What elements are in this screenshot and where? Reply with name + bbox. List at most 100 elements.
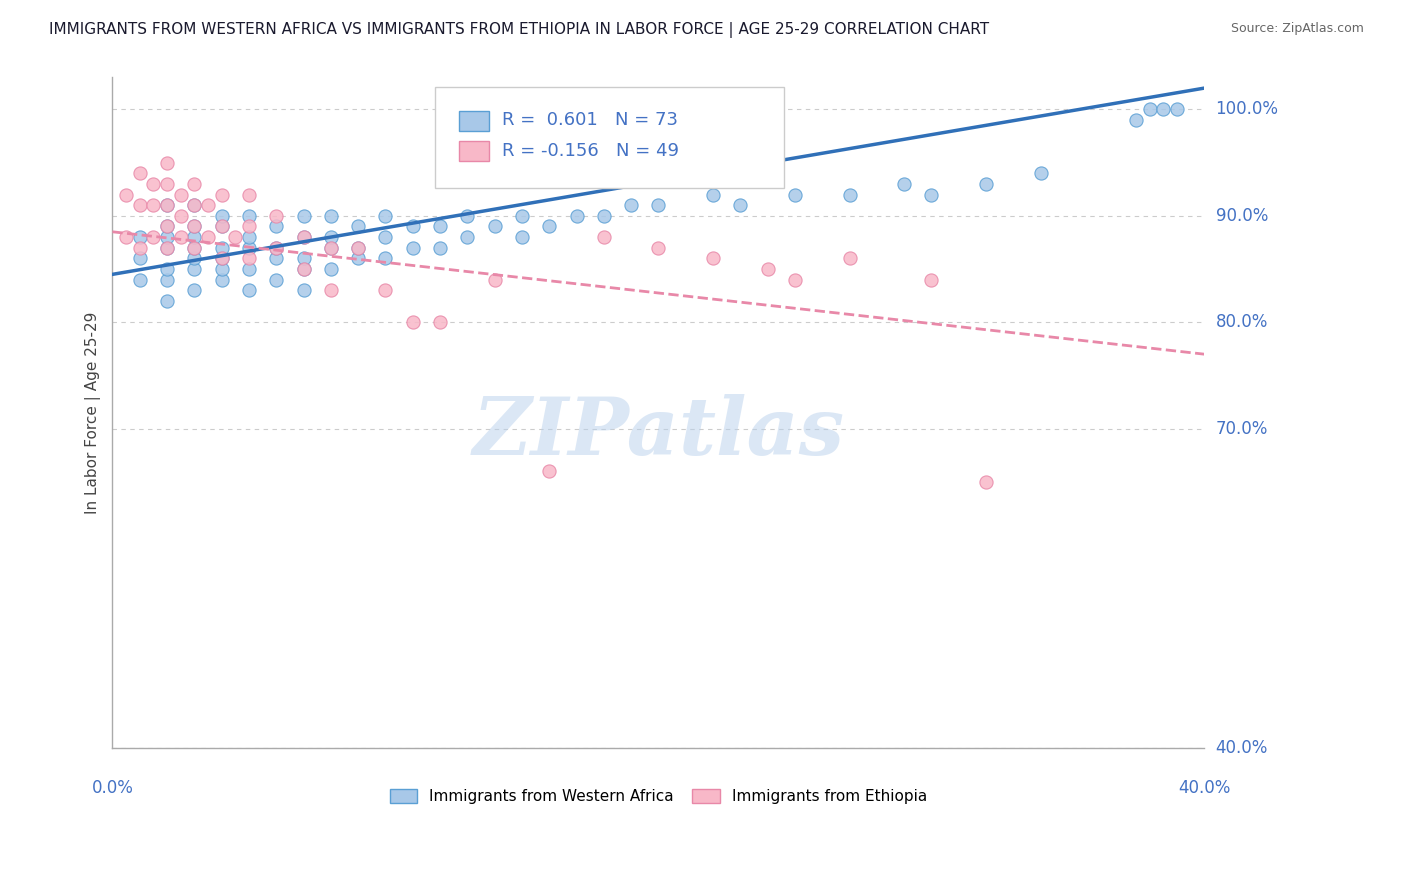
Point	[156, 177, 179, 191]
Point	[183, 177, 205, 191]
Point	[183, 283, 205, 297]
Point	[974, 177, 997, 191]
Point	[169, 187, 191, 202]
Point	[211, 219, 233, 234]
Point	[319, 262, 342, 277]
Point	[211, 273, 233, 287]
Point	[484, 219, 506, 234]
Point	[374, 230, 396, 244]
Point	[456, 230, 478, 244]
Point	[197, 230, 219, 244]
Point	[783, 273, 806, 287]
Point	[1166, 103, 1188, 117]
Point	[538, 464, 561, 478]
Point	[211, 252, 233, 266]
Point	[292, 230, 315, 244]
Point	[319, 209, 342, 223]
Point	[374, 283, 396, 297]
Text: 90.0%: 90.0%	[1216, 207, 1268, 225]
Point	[156, 198, 179, 212]
Point	[238, 252, 260, 266]
Point	[1139, 103, 1161, 117]
FancyBboxPatch shape	[458, 141, 489, 161]
Point	[838, 187, 860, 202]
Point	[647, 198, 669, 212]
Point	[211, 219, 233, 234]
Point	[456, 209, 478, 223]
Point	[974, 475, 997, 489]
Point	[1152, 103, 1174, 117]
Point	[538, 219, 561, 234]
Point	[347, 241, 370, 255]
Point	[1125, 113, 1147, 128]
Point	[402, 219, 425, 234]
Point	[128, 241, 150, 255]
Point	[264, 241, 287, 255]
Point	[238, 219, 260, 234]
Point	[169, 230, 191, 244]
Point	[292, 262, 315, 277]
Point	[183, 241, 205, 255]
Point	[429, 219, 451, 234]
Point	[319, 283, 342, 297]
Point	[292, 262, 315, 277]
Point	[374, 252, 396, 266]
Point	[292, 230, 315, 244]
Point	[565, 209, 588, 223]
Point	[211, 187, 233, 202]
Point	[156, 293, 179, 308]
Text: ZIPatlas: ZIPatlas	[472, 394, 845, 472]
Text: R =  0.601   N = 73: R = 0.601 N = 73	[502, 111, 678, 129]
Text: 80.0%: 80.0%	[1216, 313, 1268, 331]
Point	[292, 209, 315, 223]
Point	[238, 283, 260, 297]
Point	[264, 252, 287, 266]
Point	[756, 262, 779, 277]
Text: 40.0%: 40.0%	[1216, 739, 1268, 757]
Point	[197, 198, 219, 212]
Y-axis label: In Labor Force | Age 25-29: In Labor Force | Age 25-29	[86, 311, 101, 514]
Point	[264, 209, 287, 223]
Point	[264, 241, 287, 255]
Point	[374, 209, 396, 223]
Point	[510, 230, 533, 244]
Point	[347, 252, 370, 266]
Point	[156, 273, 179, 287]
FancyBboxPatch shape	[434, 87, 785, 188]
Point	[510, 209, 533, 223]
Point	[115, 187, 138, 202]
Point	[319, 241, 342, 255]
Point	[169, 209, 191, 223]
Point	[128, 198, 150, 212]
Point	[592, 230, 614, 244]
Point	[292, 283, 315, 297]
Point	[142, 230, 165, 244]
Point	[142, 177, 165, 191]
Point	[156, 241, 179, 255]
Point	[484, 273, 506, 287]
Point	[319, 241, 342, 255]
Point	[838, 252, 860, 266]
Point	[156, 155, 179, 169]
Point	[156, 198, 179, 212]
Point	[702, 252, 724, 266]
Point	[211, 209, 233, 223]
Text: 100.0%: 100.0%	[1216, 101, 1278, 119]
Point	[238, 187, 260, 202]
Point	[264, 219, 287, 234]
Point	[402, 241, 425, 255]
Point	[156, 219, 179, 234]
Point	[211, 241, 233, 255]
Point	[183, 241, 205, 255]
Point	[183, 219, 205, 234]
Point	[238, 209, 260, 223]
Point	[783, 187, 806, 202]
Point	[224, 230, 246, 244]
Point	[238, 241, 260, 255]
Text: Source: ZipAtlas.com: Source: ZipAtlas.com	[1230, 22, 1364, 36]
FancyBboxPatch shape	[458, 111, 489, 131]
Text: R = -0.156   N = 49: R = -0.156 N = 49	[502, 142, 679, 160]
Point	[211, 262, 233, 277]
Point	[156, 241, 179, 255]
Point	[647, 241, 669, 255]
